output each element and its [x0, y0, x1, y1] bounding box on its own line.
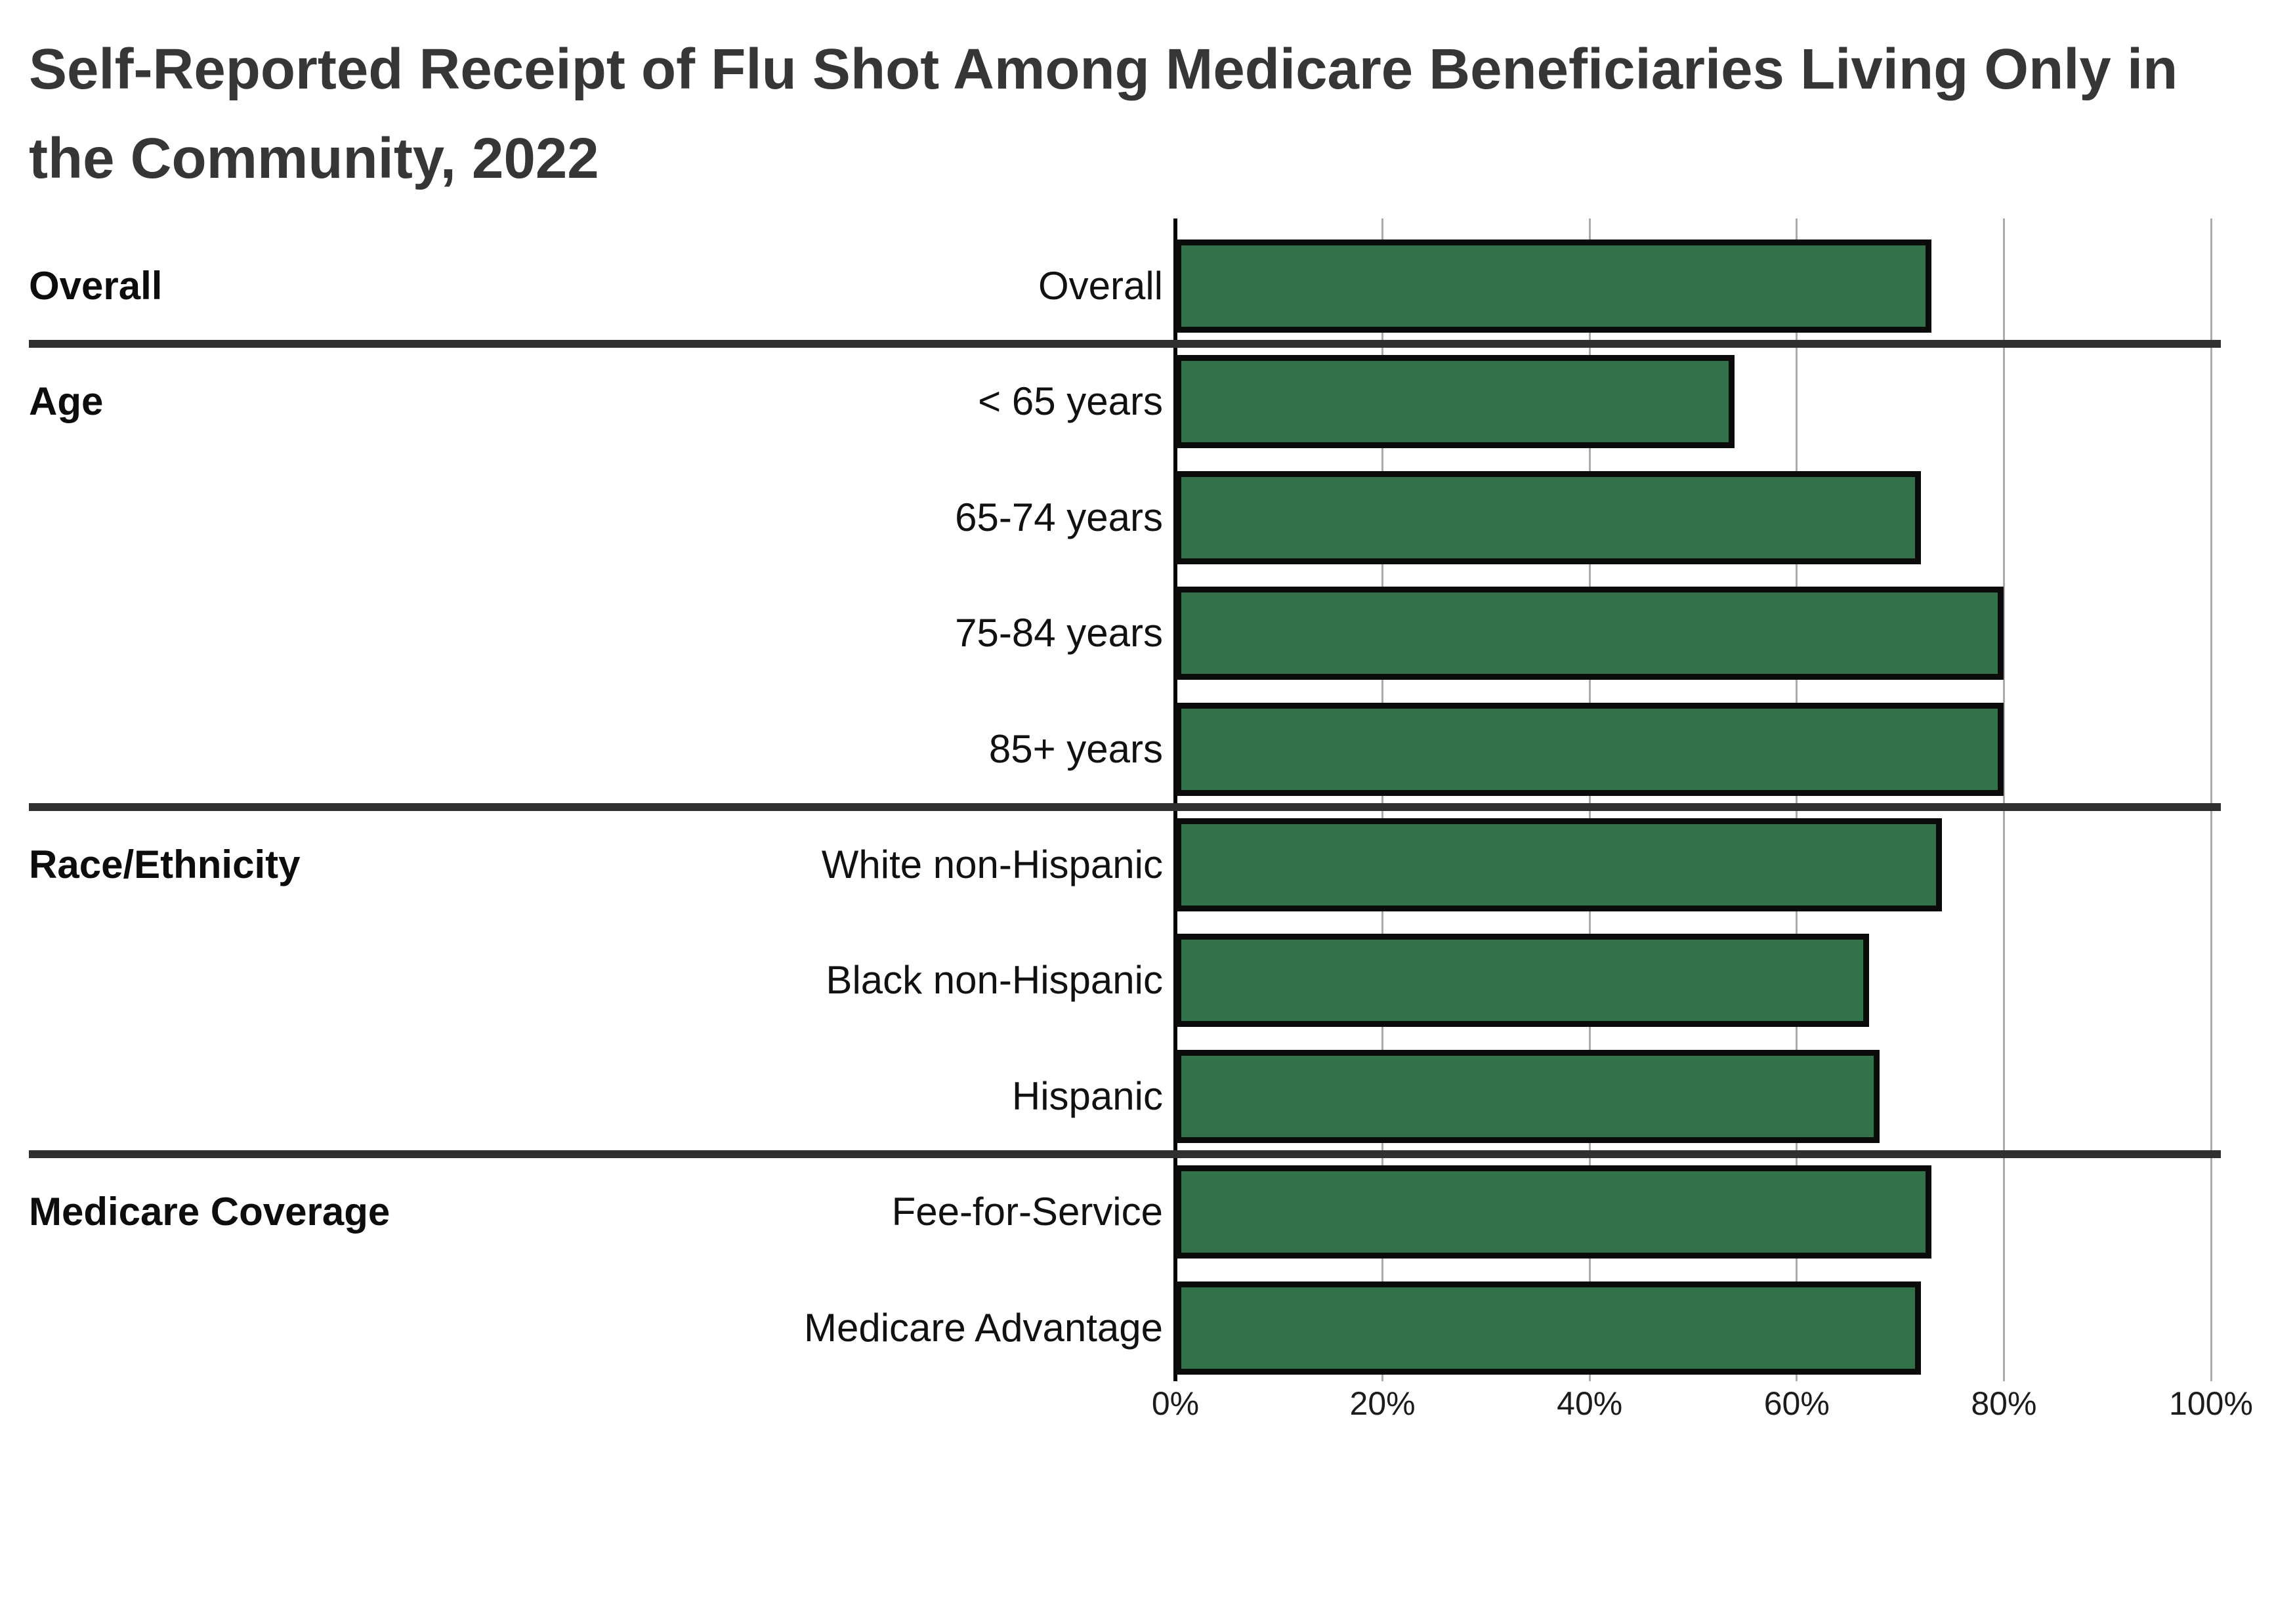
group-separator — [29, 1150, 2221, 1158]
row-label-65-74-years: 65-74 years — [955, 495, 1163, 539]
bar-fee-for-service — [1175, 1165, 1931, 1259]
group-label-overall: Overall — [29, 264, 163, 308]
row-label-black-non-hispanic: Black non-Hispanic — [826, 958, 1163, 1003]
bar-medicare-advantage — [1175, 1281, 1922, 1375]
row-label-medicare-advantage: Medicare Advantage — [803, 1305, 1163, 1350]
bar-75-84-years — [1175, 587, 2004, 680]
bar-65-74-years — [1175, 470, 1922, 564]
group-separator — [29, 340, 2221, 348]
tick-label-20: 20% — [1349, 1385, 1416, 1422]
row-label-hispanic: Hispanic — [1011, 1073, 1163, 1118]
tick-label-100: 100% — [2169, 1385, 2253, 1422]
gridline-60 — [1796, 219, 1798, 1381]
row-label-85-years: 85+ years — [988, 726, 1163, 771]
row-label-75-84-years: 75-84 years — [955, 611, 1163, 656]
group-label-race-ethnicity: Race/Ethnicity — [29, 843, 301, 886]
gridline-100 — [2210, 219, 2212, 1381]
bar-white-non-hispanic — [1175, 818, 1942, 911]
tick-label-60: 60% — [1763, 1385, 1830, 1422]
tick-label-80: 80% — [1971, 1385, 2037, 1422]
bar-black-non-hispanic — [1175, 934, 1870, 1028]
bar-85-years — [1175, 702, 2004, 796]
axis-line — [1173, 219, 1177, 1381]
group-separator — [29, 802, 2221, 811]
gridline-20 — [1381, 219, 1384, 1381]
row-label-65-years: < 65 years — [978, 379, 1163, 424]
group-label-medicare-coverage: Medicare Coverage — [29, 1190, 390, 1234]
group-label-age: Age — [29, 379, 104, 424]
bar-hispanic — [1175, 1049, 1880, 1143]
bar-65-years — [1175, 355, 1735, 449]
tick-label-40: 40% — [1557, 1385, 1623, 1422]
row-label-fee-for-service: Fee-for-Service — [891, 1190, 1163, 1234]
gridline-80 — [2002, 219, 2005, 1381]
chart-title: Self-Reported Receipt of Flu Shot Among … — [29, 37, 2178, 190]
tick-label-0: 0% — [1151, 1385, 1200, 1422]
row-label-overall: Overall — [1038, 264, 1163, 308]
bar-overall — [1175, 239, 1931, 333]
gridline-40 — [1588, 219, 1591, 1381]
row-label-white-non-hispanic: White non-Hispanic — [821, 843, 1163, 886]
